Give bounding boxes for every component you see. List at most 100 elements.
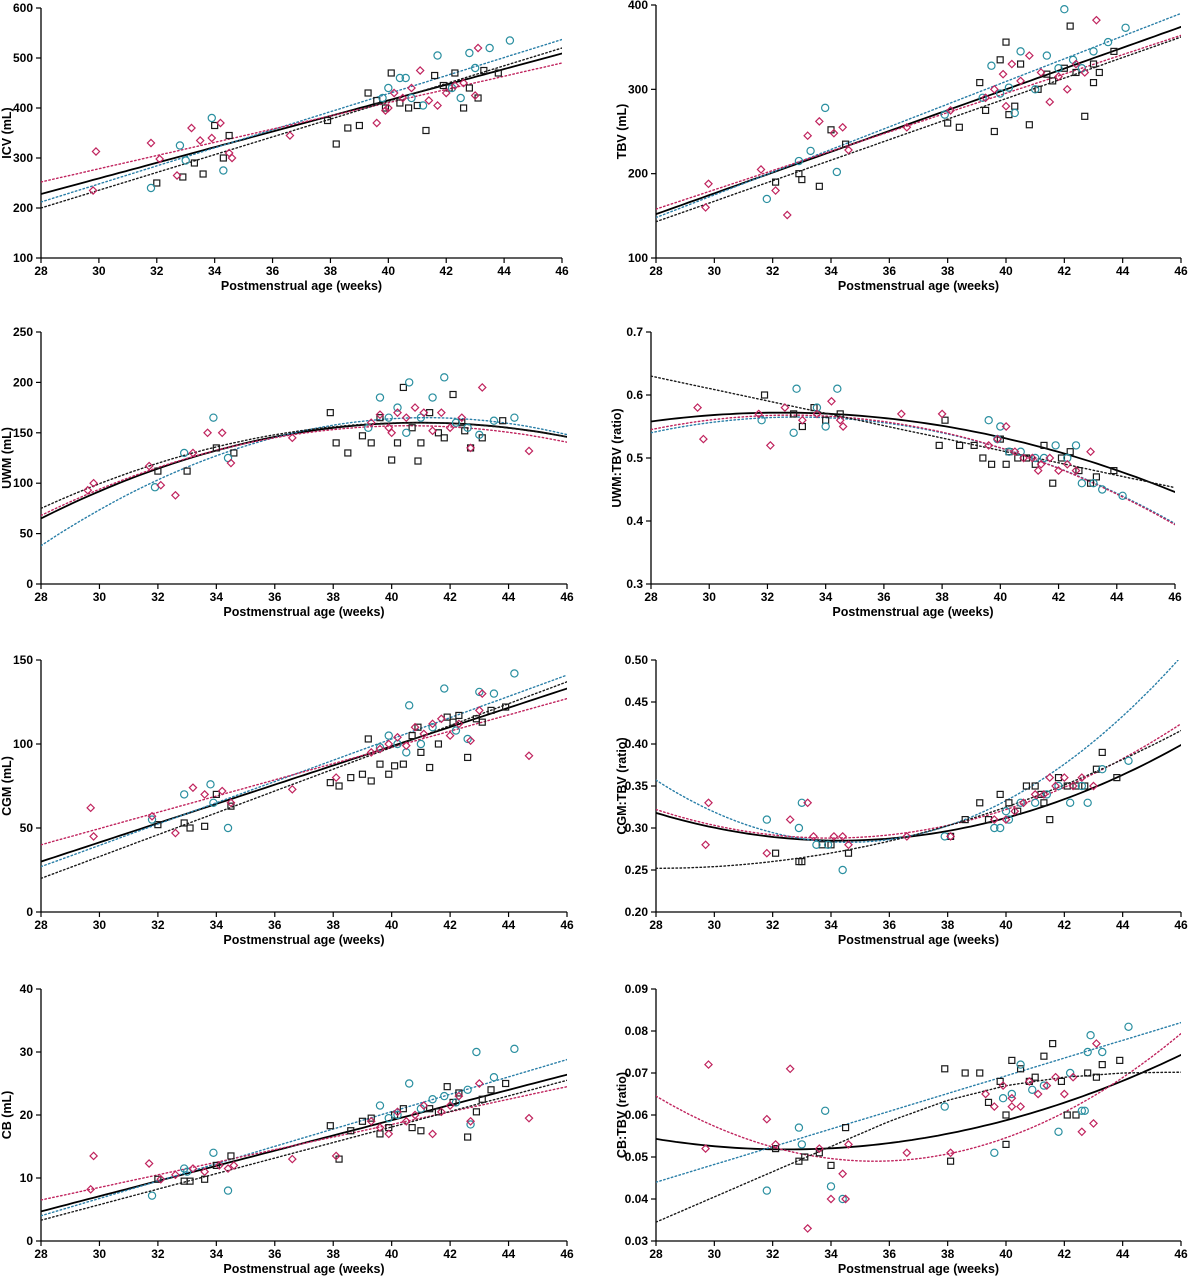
data-point-square bbox=[487, 1086, 495, 1094]
x-tick-label: 32 bbox=[766, 1247, 780, 1261]
data-point-circle bbox=[1030, 798, 1040, 808]
data-point-square bbox=[771, 849, 780, 857]
y-tick-label: 300 bbox=[13, 151, 33, 165]
data-point-circle bbox=[402, 428, 411, 437]
data-point-square bbox=[358, 770, 367, 778]
data-point-square bbox=[190, 159, 199, 167]
data-point-diamond bbox=[393, 408, 402, 418]
x-axis-title: Postmenstrual age (weeks) bbox=[838, 279, 999, 293]
data-point-diamond bbox=[380, 106, 390, 115]
fit-line-magenta bbox=[41, 424, 567, 517]
data-point-circle bbox=[489, 689, 499, 698]
x-tick-label: 30 bbox=[708, 918, 722, 932]
y-tick-label: 0.50 bbox=[625, 653, 649, 667]
data-point-square bbox=[1049, 77, 1057, 85]
data-point-diamond bbox=[1059, 773, 1069, 783]
data-point-square bbox=[1025, 121, 1033, 129]
x-tick-label: 38 bbox=[941, 918, 955, 932]
data-point-diamond bbox=[188, 783, 198, 793]
data-point-circle bbox=[1080, 1106, 1089, 1116]
data-point-square bbox=[1098, 1060, 1106, 1069]
data-point-diamond bbox=[1086, 447, 1096, 457]
y-axis-title: CB:TBV (ratio) bbox=[615, 1072, 629, 1158]
data-point-square bbox=[961, 815, 969, 824]
data-point-diamond bbox=[524, 446, 534, 456]
data-point-circle bbox=[375, 393, 385, 402]
data-point-diamond bbox=[170, 490, 180, 500]
data-point-diamond bbox=[226, 458, 236, 468]
data-point-diamond bbox=[1016, 1102, 1026, 1112]
data-point-square bbox=[827, 1161, 835, 1170]
data-point-square bbox=[955, 441, 964, 449]
data-point-square bbox=[1046, 815, 1054, 824]
data-point-circle bbox=[206, 780, 215, 789]
x-tick-label: 42 bbox=[1058, 1247, 1072, 1261]
data-point-diamond bbox=[844, 1139, 853, 1149]
data-point-square bbox=[335, 782, 343, 790]
data-point-diamond bbox=[1007, 1093, 1017, 1103]
x-tick-label: 40 bbox=[385, 590, 399, 604]
data-point-diamond bbox=[89, 478, 99, 488]
data-point-circle bbox=[940, 832, 949, 841]
chart-panel-1: 28 30 32 34 36 38 40 42 44 46 100 200 300 400 500 600 Po… bbox=[0, 1, 569, 293]
data-point-diamond bbox=[454, 719, 464, 729]
data-point-square bbox=[364, 89, 372, 97]
data-point-square bbox=[367, 777, 375, 785]
data-point-square bbox=[186, 1177, 194, 1185]
data-point-square bbox=[1049, 479, 1057, 487]
data-point-diamond bbox=[814, 116, 824, 126]
x-tick-label: 46 bbox=[1168, 590, 1182, 604]
data-point-diamond bbox=[1033, 466, 1043, 476]
data-point-circle bbox=[1089, 479, 1098, 488]
data-point-square bbox=[1002, 1140, 1010, 1149]
fit-line-black bbox=[41, 52, 562, 195]
data-point-circle bbox=[940, 110, 949, 119]
data-point-diamond bbox=[410, 1110, 420, 1120]
data-point-square bbox=[388, 456, 396, 464]
data-point-diamond bbox=[214, 1160, 224, 1170]
y-tick-label: 0.25 bbox=[625, 863, 649, 877]
data-point-circle bbox=[378, 93, 387, 103]
data-point-square bbox=[1014, 807, 1022, 815]
data-point-square bbox=[1072, 68, 1080, 77]
data-point-diamond bbox=[398, 93, 408, 103]
data-point-circle bbox=[978, 93, 987, 102]
x-tick-label: 46 bbox=[555, 264, 569, 278]
data-point-diamond bbox=[287, 784, 297, 794]
fit-line-black bbox=[651, 411, 1175, 493]
data-point-diamond bbox=[1080, 68, 1090, 77]
y-tick-label: 10 bbox=[20, 1171, 34, 1185]
data-point-circle bbox=[179, 448, 189, 458]
data-point-square bbox=[979, 454, 987, 462]
data-point-diamond bbox=[91, 147, 101, 156]
x-tick-label: 36 bbox=[877, 590, 891, 604]
data-point-circle bbox=[1118, 491, 1127, 500]
data-point-square bbox=[417, 748, 425, 757]
data-point-circle bbox=[940, 1102, 949, 1111]
data-point-diamond bbox=[1001, 815, 1011, 825]
data-point-circle bbox=[797, 798, 807, 808]
data-point-diamond bbox=[195, 136, 205, 145]
data-point-diamond bbox=[762, 848, 772, 858]
data-point-square bbox=[798, 857, 806, 866]
data-point-circle bbox=[510, 1044, 519, 1054]
y-tick-label: 50 bbox=[20, 821, 34, 835]
data-point-diamond bbox=[473, 43, 483, 53]
data-point-circle bbox=[440, 684, 449, 693]
data-point-circle bbox=[1077, 1106, 1087, 1116]
data-point-circle bbox=[451, 1098, 461, 1107]
data-point-diamond bbox=[223, 1164, 233, 1173]
chart-panel-7: 28 30 32 34 36 38 40 42 44 46010203040Postmenstru… bbox=[0, 982, 574, 1276]
data-point-diamond bbox=[445, 1101, 455, 1110]
data-point-diamond bbox=[217, 786, 227, 796]
data-point-square bbox=[1084, 1069, 1092, 1077]
data-point-square bbox=[771, 178, 780, 186]
data-point-circle bbox=[1089, 47, 1098, 56]
data-point-square bbox=[494, 69, 502, 77]
data-point-circle bbox=[485, 43, 494, 53]
data-point-circle bbox=[1054, 64, 1063, 73]
data-point-diamond bbox=[780, 403, 790, 413]
data-point-square bbox=[440, 434, 448, 442]
x-tick-label: 30 bbox=[708, 1247, 722, 1261]
data-point-circle bbox=[838, 865, 847, 875]
